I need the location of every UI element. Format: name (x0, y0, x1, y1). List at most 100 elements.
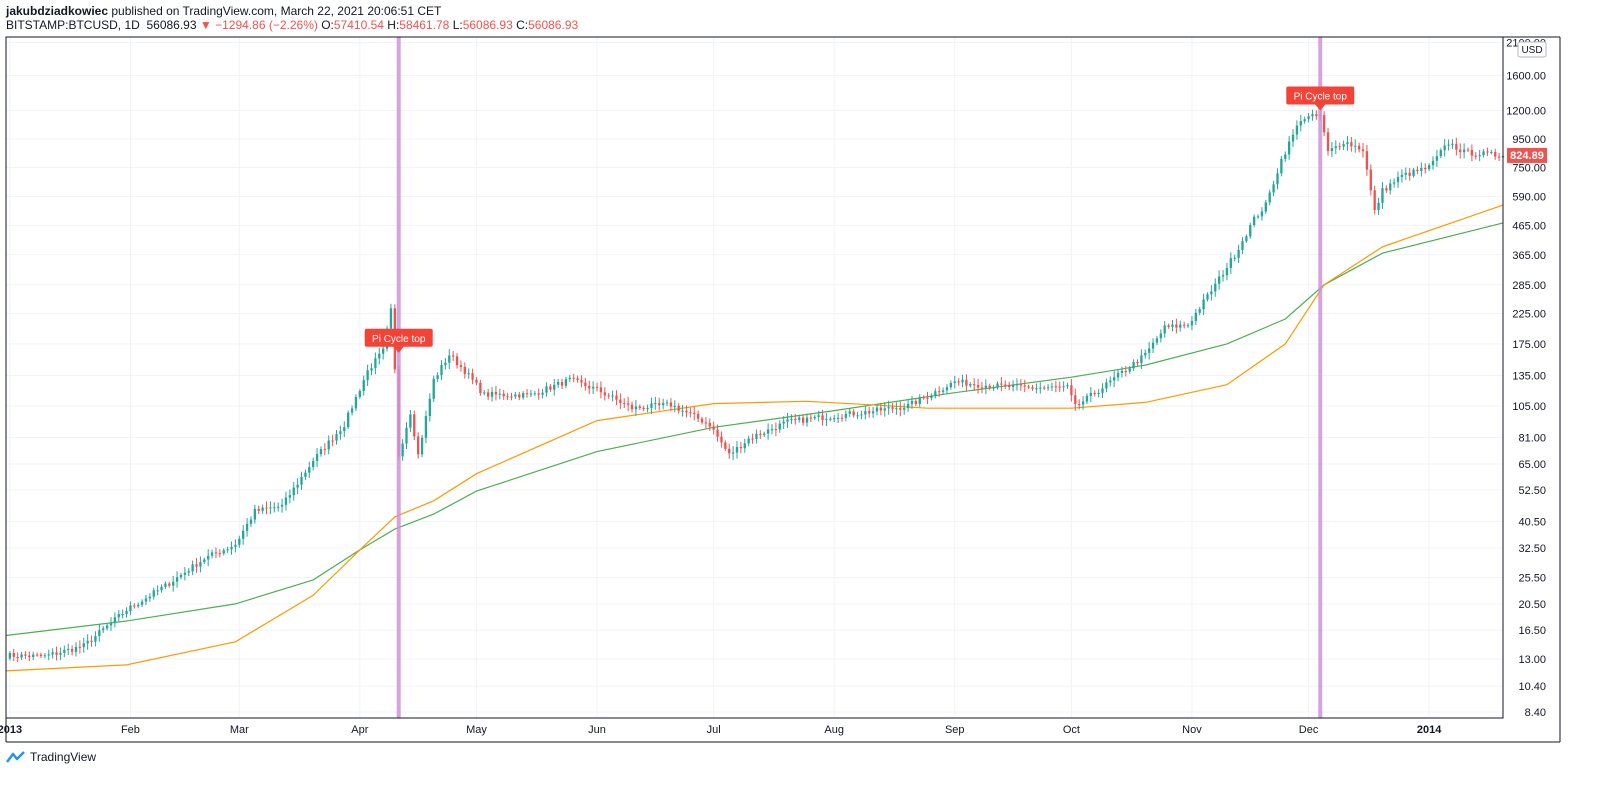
candle-body (413, 414, 416, 437)
candle-body (685, 410, 688, 413)
candle-body (1186, 325, 1190, 327)
y-tick-label: 365.00 (1512, 250, 1546, 262)
pi-cycle-label-text: Pi Cycle top (1294, 92, 1348, 103)
x-tick-label: Oct (1063, 724, 1080, 736)
candle-body (572, 377, 575, 379)
candle-body (1291, 134, 1295, 142)
candle-body (222, 550, 225, 554)
ma-line-orange (5, 204, 1504, 672)
symbol-label[interactable]: BITSTAMP:BTCUSD, 1D (6, 18, 140, 32)
candle-body (1039, 387, 1042, 389)
candle-body (160, 586, 163, 591)
candle-body (117, 614, 120, 618)
candle-body (43, 655, 47, 657)
low-label: L: (452, 18, 463, 32)
candle-body (102, 628, 105, 631)
y-tick-label: 8.40 (1525, 707, 1546, 719)
candle-body (957, 381, 960, 383)
candle-body (230, 546, 233, 550)
candle-body (1365, 151, 1369, 170)
candle-body (347, 412, 350, 428)
candle-body (1159, 333, 1162, 339)
y-tick-label: 20.50 (1518, 599, 1546, 611)
candle-body (1237, 249, 1240, 258)
candle-body (1334, 146, 1337, 149)
candle-body (743, 443, 746, 449)
candle-body (133, 605, 136, 607)
candle-body (39, 654, 43, 657)
candle-body (1062, 386, 1065, 388)
candle-body (261, 507, 264, 511)
candle-body (611, 395, 614, 397)
candle-body (203, 559, 206, 563)
candle-body (218, 553, 222, 555)
candle-body (1315, 114, 1318, 117)
change-value: −1294.86 (−2.26%) (215, 18, 318, 32)
candle-body (992, 387, 995, 389)
candle-body (183, 572, 187, 575)
candle-body (1179, 324, 1182, 328)
candle-body (1287, 141, 1291, 155)
candle-body (735, 447, 739, 453)
candle-body (677, 405, 680, 411)
candle-body (1217, 276, 1221, 284)
x-tick-label: May (466, 724, 487, 736)
candle-body (1326, 132, 1330, 152)
candle-body (144, 598, 148, 602)
candle-body (615, 395, 618, 400)
y-tick-label: 81.00 (1518, 432, 1546, 444)
candle-body (300, 476, 303, 485)
candle-body (1280, 158, 1283, 174)
candle-body (1435, 156, 1439, 161)
candle-body (525, 393, 529, 395)
candle-body (1264, 202, 1267, 212)
candle-body (12, 653, 15, 657)
candle-body (840, 417, 844, 419)
candle-body (751, 438, 754, 440)
candle-body (821, 415, 824, 421)
candle-body (284, 497, 288, 505)
y-tick-label: 590.00 (1512, 192, 1546, 204)
candle-body (55, 652, 58, 655)
candle-body (681, 410, 684, 412)
chart-axes: 2100.001600.001200.00950.00750.00590.004… (0, 36, 1561, 743)
candle-body (996, 383, 999, 388)
candle-body (945, 387, 949, 391)
candle-body (739, 447, 743, 449)
candle-body (47, 654, 50, 656)
candle-body (887, 407, 890, 409)
candle-body (801, 417, 805, 423)
candle-body (899, 408, 902, 410)
candle-body (1190, 320, 1194, 326)
candle-body (1408, 172, 1411, 176)
candle-body (700, 418, 704, 423)
candle-body (607, 395, 610, 397)
y-tick-label: 10.40 (1518, 681, 1546, 693)
candle-body (564, 379, 568, 386)
candle-body (277, 506, 280, 508)
candle-body (1097, 392, 1100, 394)
candle-body (401, 443, 404, 457)
pi-cycle-label: Pi Cycle top (364, 328, 433, 353)
candle-body (1427, 165, 1431, 170)
x-tick-label: 2014 (1417, 724, 1442, 736)
candle-body (1404, 172, 1407, 175)
candle-body (988, 385, 991, 389)
candle-body (362, 380, 365, 391)
candle-body (1144, 352, 1147, 356)
candle-body (533, 393, 536, 395)
candle-body (976, 385, 980, 388)
author-name[interactable]: jakubdziadkowiec (6, 4, 109, 18)
candle-body (728, 448, 731, 454)
candle-body (1439, 150, 1442, 157)
candle-body (1494, 152, 1497, 157)
candle-body (1416, 169, 1419, 172)
candle-body (424, 416, 428, 438)
candle-body (891, 407, 894, 409)
candle-body (1167, 325, 1170, 327)
candle-body (778, 423, 781, 430)
candle-body (416, 436, 420, 455)
candle-body (949, 382, 953, 388)
candle-body (595, 386, 599, 388)
